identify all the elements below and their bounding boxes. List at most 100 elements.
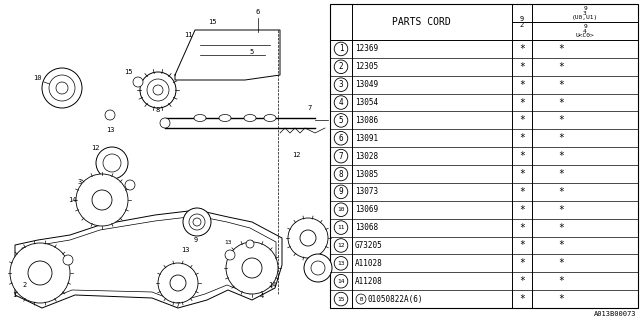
Circle shape: [103, 154, 121, 172]
Text: *: *: [559, 223, 564, 233]
Text: 13: 13: [106, 127, 115, 133]
Text: *: *: [519, 223, 525, 233]
Text: 12: 12: [292, 152, 300, 158]
Text: 3: 3: [339, 80, 343, 89]
Text: PARTS CORD: PARTS CORD: [392, 17, 451, 27]
Circle shape: [133, 77, 143, 87]
Text: 15: 15: [208, 19, 216, 25]
Circle shape: [334, 239, 348, 252]
Text: *: *: [519, 187, 525, 197]
Circle shape: [189, 214, 205, 230]
Text: 13: 13: [224, 239, 232, 244]
Circle shape: [225, 250, 235, 260]
Text: 9: 9: [194, 237, 198, 243]
Text: *: *: [519, 240, 525, 251]
Text: 7: 7: [308, 105, 312, 111]
Circle shape: [334, 203, 348, 217]
Text: *: *: [559, 44, 564, 54]
Text: 15: 15: [124, 69, 132, 75]
Text: 5: 5: [250, 49, 254, 55]
Text: 12305: 12305: [355, 62, 378, 71]
Text: 9: 9: [339, 188, 343, 196]
Circle shape: [170, 275, 186, 291]
Circle shape: [334, 42, 348, 56]
Circle shape: [304, 254, 332, 282]
Text: *: *: [559, 116, 564, 125]
Bar: [330, 4, 638, 308]
Text: 1: 1: [339, 44, 343, 53]
Circle shape: [226, 242, 278, 294]
Text: *: *: [559, 80, 564, 90]
Text: 14: 14: [337, 279, 345, 284]
Text: 12: 12: [91, 145, 99, 151]
Text: 1: 1: [12, 292, 16, 298]
Text: *: *: [559, 187, 564, 197]
Circle shape: [242, 258, 262, 278]
Text: 6: 6: [339, 134, 343, 143]
Text: A013B00073: A013B00073: [593, 311, 636, 317]
Text: 13086: 13086: [355, 116, 378, 125]
Text: *: *: [559, 98, 564, 108]
Circle shape: [96, 147, 128, 179]
Ellipse shape: [244, 115, 256, 122]
Circle shape: [300, 230, 316, 246]
Text: 13049: 13049: [355, 80, 378, 89]
Text: G73205: G73205: [355, 241, 383, 250]
Text: A11208: A11208: [355, 277, 383, 286]
Ellipse shape: [264, 115, 276, 122]
Circle shape: [125, 180, 135, 190]
Text: 9
2: 9 2: [520, 16, 524, 28]
Circle shape: [76, 174, 128, 226]
Text: 13085: 13085: [355, 170, 378, 179]
Text: *: *: [559, 205, 564, 215]
Text: *: *: [519, 276, 525, 286]
Circle shape: [140, 72, 176, 108]
Text: 13073: 13073: [355, 188, 378, 196]
Circle shape: [334, 78, 348, 92]
Text: 8: 8: [156, 107, 160, 113]
Text: 13054: 13054: [355, 98, 378, 107]
Text: 7: 7: [339, 152, 343, 161]
Text: *: *: [559, 133, 564, 143]
Text: 13069: 13069: [355, 205, 378, 214]
Text: *: *: [559, 258, 564, 268]
Circle shape: [153, 85, 163, 95]
Circle shape: [147, 79, 169, 101]
Text: *: *: [519, 133, 525, 143]
Text: 6: 6: [256, 9, 260, 15]
Circle shape: [356, 294, 366, 304]
Circle shape: [105, 110, 115, 120]
Text: *: *: [519, 98, 525, 108]
Text: 4: 4: [260, 293, 264, 299]
Circle shape: [160, 118, 170, 128]
Ellipse shape: [219, 115, 231, 122]
Text: *: *: [519, 80, 525, 90]
Text: 9
4
U<C0>: 9 4 U<C0>: [575, 24, 595, 38]
Circle shape: [28, 261, 52, 285]
Text: *: *: [559, 276, 564, 286]
Circle shape: [183, 208, 211, 236]
Text: *: *: [519, 258, 525, 268]
Circle shape: [334, 221, 348, 234]
Circle shape: [288, 218, 328, 258]
Text: 15: 15: [337, 297, 345, 301]
Text: *: *: [519, 151, 525, 161]
Text: 13091: 13091: [355, 134, 378, 143]
Circle shape: [334, 149, 348, 163]
Text: 13028: 13028: [355, 152, 378, 161]
Text: 14: 14: [68, 197, 76, 203]
Text: 10: 10: [33, 75, 41, 81]
Circle shape: [42, 68, 82, 108]
Circle shape: [63, 255, 73, 265]
Circle shape: [334, 96, 348, 109]
Circle shape: [49, 75, 75, 101]
Circle shape: [334, 292, 348, 306]
Text: *: *: [519, 294, 525, 304]
Text: *: *: [559, 169, 564, 179]
Text: *: *: [559, 294, 564, 304]
Circle shape: [158, 263, 198, 303]
Text: 2: 2: [339, 62, 343, 71]
Text: 3: 3: [78, 179, 82, 185]
Text: 11: 11: [337, 225, 345, 230]
Text: 13: 13: [180, 247, 189, 253]
